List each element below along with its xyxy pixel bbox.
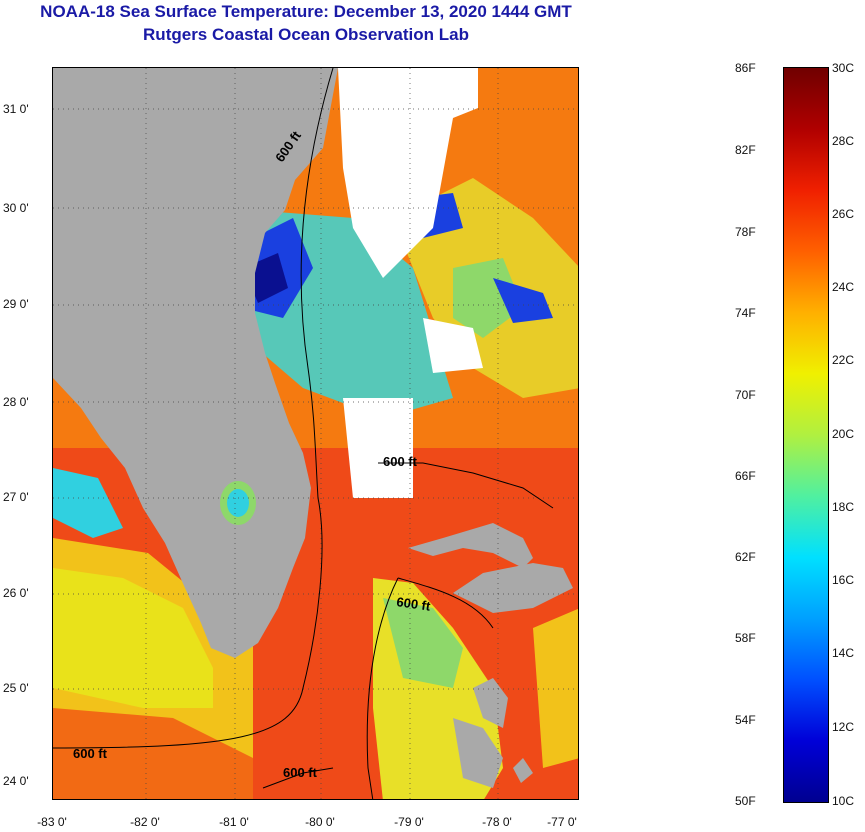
latitude-label: 24 0' bbox=[3, 774, 29, 788]
colorbar-c-label: 26C bbox=[832, 207, 855, 221]
lake-okeechobee-center bbox=[227, 489, 249, 517]
colorbar-f-label: 82F bbox=[735, 143, 756, 157]
colorbar-f-label: 78F bbox=[735, 225, 756, 239]
temperature-colorbar bbox=[783, 67, 829, 803]
andros-island-south bbox=[453, 718, 503, 788]
abaco-island bbox=[453, 563, 573, 613]
colorbar-f-label: 70F bbox=[735, 388, 756, 402]
colorbar-c-label: 10C bbox=[832, 794, 855, 808]
cloud-east bbox=[423, 318, 483, 373]
map-subtitle: Rutgers Coastal Ocean Observation Lab bbox=[143, 25, 469, 44]
latitude-label: 30 0' bbox=[3, 201, 29, 215]
longitude-label: -82 0' bbox=[130, 815, 160, 829]
colorbar-c-label: 14C bbox=[832, 646, 855, 660]
isobath-line-north-bahama bbox=[378, 462, 554, 509]
colorbar-f-label: 66F bbox=[735, 469, 756, 483]
green-water-patch bbox=[453, 258, 523, 338]
longitude-label: -80 0' bbox=[305, 815, 335, 829]
colorbar-f-label: 58F bbox=[735, 631, 756, 645]
longitude-label: -83 0' bbox=[37, 815, 67, 829]
florida-land bbox=[53, 68, 338, 658]
east-bank-water bbox=[533, 608, 578, 768]
andros-island-north bbox=[473, 678, 508, 728]
colorbar-f-label: 54F bbox=[735, 713, 756, 727]
grand-bahama-island bbox=[408, 523, 533, 568]
small-cay bbox=[513, 758, 533, 783]
isobath-line-florida-strait bbox=[366, 577, 399, 799]
longitude-label: -79 0' bbox=[394, 815, 424, 829]
map-title: NOAA-18 Sea Surface Temperature: Decembe… bbox=[40, 2, 572, 21]
gulf-cool-region bbox=[53, 568, 213, 708]
isobath-label: 600 ft bbox=[73, 746, 108, 761]
isobath-label: 600 ft bbox=[396, 594, 432, 614]
colorbar-f-label: 62F bbox=[735, 550, 756, 564]
isobath-line-bahama-bank bbox=[397, 577, 494, 629]
cold-water-patch-east bbox=[493, 278, 553, 323]
colorbar-f-label: 86F bbox=[735, 61, 756, 75]
colorbar-c-label: 24C bbox=[832, 280, 855, 294]
latitude-label: 27 0' bbox=[3, 490, 29, 504]
colorbar-c-label: 28C bbox=[832, 134, 855, 148]
colorbar-c-label: 30C bbox=[832, 61, 855, 75]
longitude-label: -77 0' bbox=[547, 815, 577, 829]
longitude-label: -78 0' bbox=[482, 815, 512, 829]
latitude-label: 29 0' bbox=[3, 297, 29, 311]
keys-water-region bbox=[53, 708, 253, 799]
bank-green-water bbox=[383, 598, 463, 688]
colorbar-c-label: 16C bbox=[832, 573, 855, 587]
longitude-label: -81 0' bbox=[219, 815, 249, 829]
colorbar-c-label: 12C bbox=[832, 720, 855, 734]
colorbar-f-label: 74F bbox=[735, 306, 756, 320]
latitude-label: 31 0' bbox=[3, 102, 29, 116]
graticule bbox=[53, 68, 578, 799]
isobath-label: 600 ft bbox=[383, 454, 418, 469]
colorbar-c-label: 18C bbox=[832, 500, 855, 514]
latitude-label: 25 0' bbox=[3, 681, 29, 695]
latitude-label: 28 0' bbox=[3, 395, 29, 409]
sst-map-panel[interactable]: 600 ft 600 ft 600 ft 600 ft 600 ft bbox=[52, 67, 579, 800]
sst-map: 600 ft 600 ft 600 ft 600 ft 600 ft bbox=[53, 68, 578, 799]
latitude-label: 26 0' bbox=[3, 586, 29, 600]
colorbar-c-label: 20C bbox=[832, 427, 855, 441]
isobath-line-florida bbox=[53, 68, 334, 749]
colorbar-c-label: 22C bbox=[832, 353, 855, 367]
cyan-water-west bbox=[53, 468, 123, 538]
cloud-central bbox=[343, 398, 413, 498]
colorbar-f-label: 50F bbox=[735, 794, 756, 808]
cloud-north-central bbox=[338, 68, 478, 278]
isobath-line-south bbox=[262, 767, 334, 789]
isobath-label: 600 ft bbox=[283, 765, 318, 780]
